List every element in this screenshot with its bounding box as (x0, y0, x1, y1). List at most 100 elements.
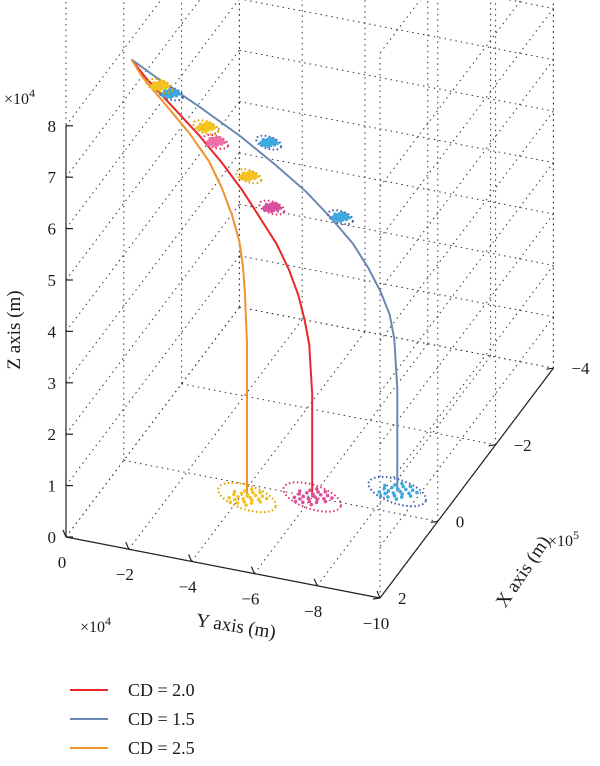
scatter-point (152, 81, 156, 85)
gridline-side-horizontal (379, 213, 554, 445)
scatter-point (249, 487, 254, 492)
scatter-point (337, 212, 342, 216)
scatter-point (206, 121, 210, 125)
uncertainty-ellipse (367, 475, 428, 508)
scatter-point (244, 503, 248, 507)
scatter-point (209, 142, 214, 147)
scatter-point (241, 497, 245, 501)
scatter-point (305, 491, 309, 495)
scatter-point (246, 178, 251, 182)
scatter-point (293, 499, 298, 504)
scatter-point (228, 500, 233, 505)
gridline-floor (123, 459, 438, 522)
scatter-point (344, 217, 349, 222)
gridline-left-horizontal (65, 204, 240, 435)
scatter-point (174, 93, 178, 98)
z-tick-label: 0 (48, 528, 57, 547)
scatter-point (275, 208, 280, 212)
z-tick-label: 6 (48, 220, 57, 239)
gridline-left-horizontal (65, 0, 162, 127)
scatter-point (269, 202, 273, 206)
scatter-point (383, 483, 387, 488)
scatter-point (344, 212, 348, 217)
gridline-back-horizontal (242, 0, 554, 61)
scatter-point (272, 143, 277, 147)
scatter-point (157, 87, 161, 92)
series-line-1 (130, 58, 399, 492)
scatter-point (415, 490, 419, 495)
y-tick-mark (125, 541, 130, 550)
scatter-point (272, 201, 276, 206)
series-line-0 (130, 58, 314, 497)
scatter-point (243, 489, 247, 493)
scatter-point (313, 495, 318, 499)
gridline-left-horizontal (65, 306, 240, 538)
y-tick-label: −2 (116, 565, 134, 584)
scatter-point (315, 487, 319, 491)
gridline-side-horizontal (379, 316, 554, 547)
gridline-floor (316, 355, 491, 587)
scatter-point (150, 86, 155, 90)
scatter-point (311, 492, 315, 497)
y-tick-label: 0 (58, 553, 67, 572)
uncertainty-ellipse (217, 481, 277, 514)
scatter-point (259, 143, 264, 147)
scatter-point (219, 142, 224, 146)
scatter-point (396, 487, 400, 491)
gridline-left-horizontal (65, 49, 240, 281)
tick-labels: 0 1 2 3 4 5 6 7 8 0 −2 −4 −6 −8 −10 2 0 −2 −4 (48, 117, 590, 633)
y-tick-label: −8 (304, 602, 322, 621)
scatter-point (203, 129, 208, 133)
scatter-point (258, 500, 263, 504)
scatter-point (386, 495, 390, 499)
grid-lines (65, 0, 554, 599)
gridline-back-horizontal (507, 0, 554, 9)
scatter-point (177, 92, 181, 96)
axes (62, 125, 554, 600)
gridline-side-horizontal (379, 162, 554, 393)
scatter-point (262, 208, 267, 212)
scatter-point (213, 143, 217, 148)
z-tick-label: 3 (48, 374, 57, 393)
scatter-point (309, 502, 314, 507)
scatter-point (163, 81, 168, 85)
scatter-point (255, 174, 259, 179)
scatter-point (297, 492, 301, 496)
x-tick-label: −2 (514, 436, 532, 455)
gridline-left-horizontal (65, 255, 240, 486)
y-tick-label: −6 (241, 590, 259, 609)
uncertainty-ellipse (202, 133, 230, 150)
scatter-point (167, 88, 172, 92)
scatter-point (239, 176, 244, 181)
scatter-point (308, 488, 312, 493)
scatter-point (399, 495, 404, 499)
scatter-point (264, 202, 269, 207)
scatter-point (236, 495, 240, 499)
scatter-point (333, 212, 337, 216)
z-tick-label: 4 (48, 322, 57, 341)
scatter-point (331, 217, 336, 222)
x-axis-multiplier: ×105 (548, 528, 579, 550)
uncertainty-ellipse (258, 199, 286, 216)
x-tick-label: −4 (571, 359, 590, 378)
scatter-point (340, 211, 345, 215)
scatter-point (298, 497, 302, 501)
scatter-point (215, 136, 220, 140)
gridline-left-horizontal (65, 0, 240, 229)
scatter-point (198, 122, 203, 127)
z-axis-multiplier: ×104 (4, 86, 35, 108)
scatter-point (209, 122, 214, 127)
scatter-point (330, 496, 334, 500)
scatter-point (322, 496, 326, 501)
scatter-point (212, 136, 217, 141)
x-tick-mark (430, 520, 438, 523)
gridline-back-horizontal (239, 101, 554, 164)
x-axis-label: X axis (m) (492, 532, 555, 611)
gridline-side-horizontal (379, 0, 522, 188)
scatter-point (301, 494, 306, 499)
scatter-point (307, 499, 312, 504)
scatter-point (232, 489, 237, 494)
y-tick-label: −10 (363, 614, 390, 633)
scatter-point (400, 481, 404, 486)
scatter-point (245, 493, 250, 497)
